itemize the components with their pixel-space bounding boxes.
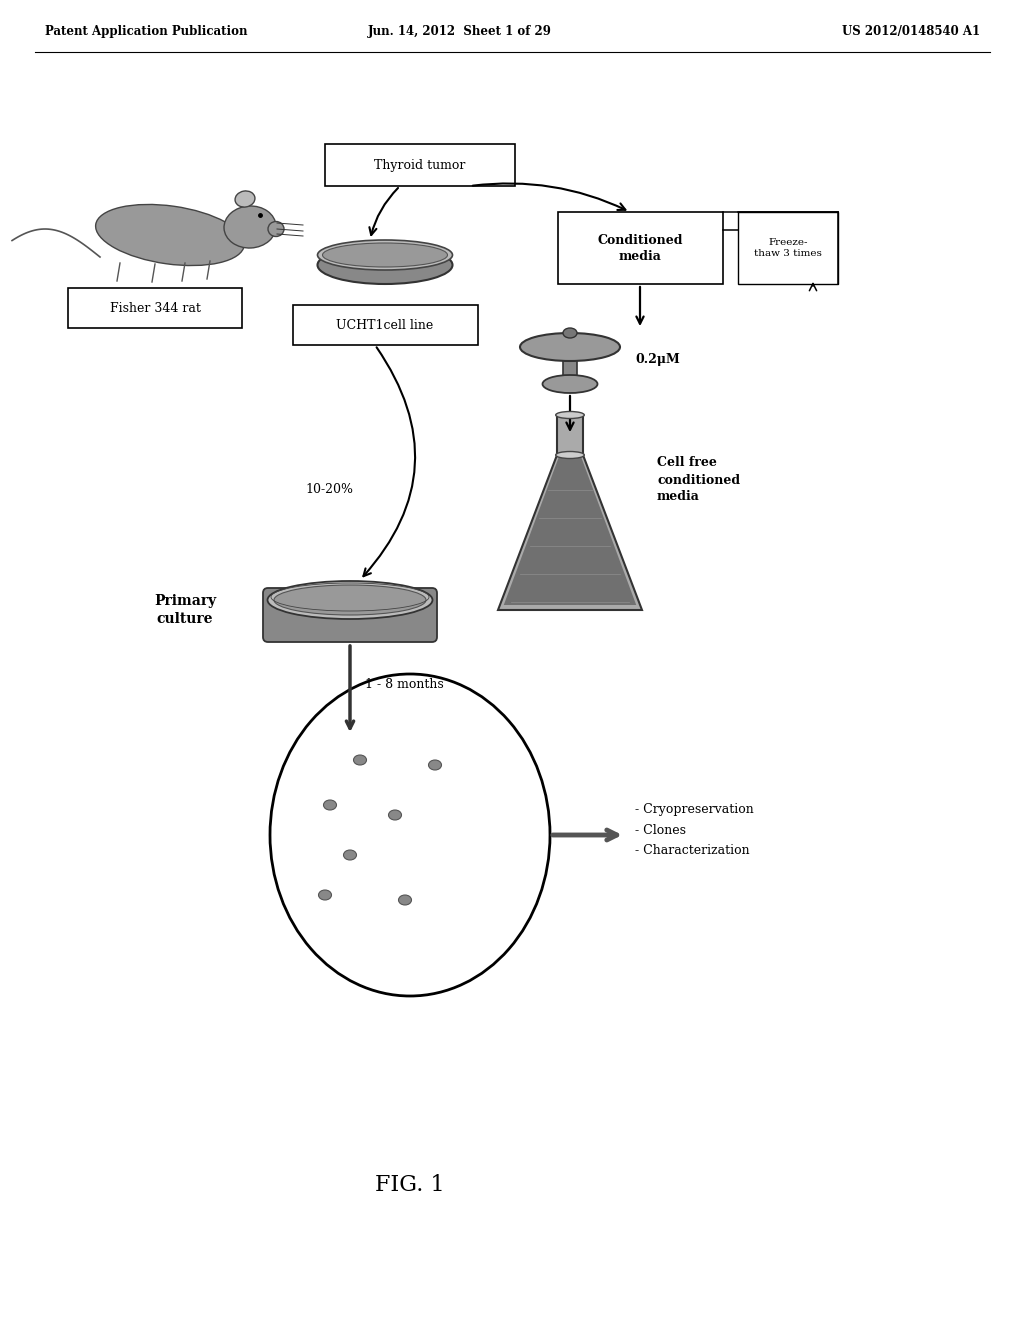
Ellipse shape [353, 755, 367, 766]
Ellipse shape [318, 890, 332, 900]
Ellipse shape [268, 222, 284, 236]
Ellipse shape [317, 240, 453, 271]
Text: Conditioned
media: Conditioned media [597, 234, 683, 263]
Text: Cell free
conditioned
media: Cell free conditioned media [657, 457, 740, 503]
Ellipse shape [563, 327, 577, 338]
Ellipse shape [224, 206, 276, 248]
Ellipse shape [323, 243, 447, 267]
Text: Patent Application Publication: Patent Application Publication [45, 25, 248, 38]
Text: 1 - 8 months: 1 - 8 months [365, 678, 443, 692]
FancyBboxPatch shape [263, 587, 437, 642]
PathPatch shape [498, 414, 642, 610]
FancyBboxPatch shape [68, 288, 243, 327]
Text: Primary
culture: Primary culture [154, 594, 216, 626]
Text: 0.2μM: 0.2μM [635, 354, 680, 367]
Text: Jun. 14, 2012  Sheet 1 of 29: Jun. 14, 2012 Sheet 1 of 29 [368, 25, 552, 38]
Ellipse shape [267, 581, 432, 619]
Ellipse shape [324, 800, 337, 810]
Text: - Cryopreservation
- Clones
- Characterization: - Cryopreservation - Clones - Characteri… [635, 804, 754, 857]
Ellipse shape [398, 895, 412, 906]
Bar [738, 213, 838, 284]
FancyBboxPatch shape [557, 213, 723, 284]
Ellipse shape [236, 191, 255, 207]
Text: FIG. 1: FIG. 1 [375, 1173, 444, 1196]
Ellipse shape [343, 850, 356, 861]
Ellipse shape [543, 375, 597, 393]
Ellipse shape [556, 451, 585, 458]
Ellipse shape [520, 333, 620, 360]
Ellipse shape [428, 760, 441, 770]
Ellipse shape [95, 205, 245, 265]
Text: Fisher 344 rat: Fisher 344 rat [110, 301, 201, 314]
Text: Thyroid tumor: Thyroid tumor [375, 158, 466, 172]
Text: 10-20%: 10-20% [305, 483, 353, 496]
Text: Freeze-
thaw 3 times: Freeze- thaw 3 times [754, 238, 822, 257]
Ellipse shape [556, 412, 585, 418]
FancyBboxPatch shape [563, 345, 577, 381]
Ellipse shape [270, 675, 550, 997]
Ellipse shape [388, 810, 401, 820]
Ellipse shape [274, 585, 426, 615]
Text: US 2012/0148540 A1: US 2012/0148540 A1 [842, 25, 980, 38]
Polygon shape [504, 455, 636, 605]
FancyBboxPatch shape [293, 305, 477, 345]
Ellipse shape [317, 246, 453, 284]
Text: UCHT1cell line: UCHT1cell line [336, 318, 433, 331]
FancyBboxPatch shape [325, 144, 515, 186]
